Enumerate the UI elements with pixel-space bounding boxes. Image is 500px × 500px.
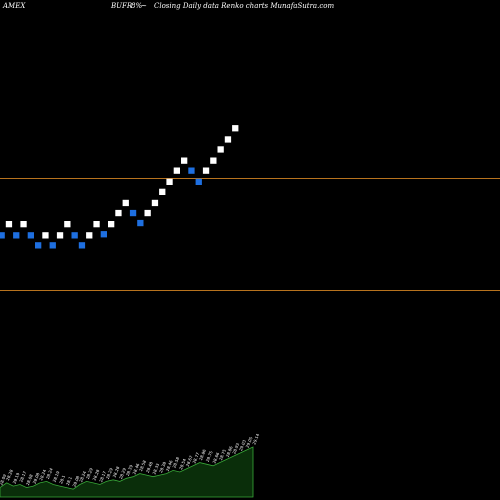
volume-label-8: 28.24 [45, 467, 54, 480]
renko-brick-26 [181, 157, 188, 164]
renko-brick-14 [93, 221, 100, 228]
renko-brick-1 [0, 232, 5, 239]
change-label: 8% [131, 2, 143, 10]
volume-label-29: 28.67 [185, 454, 194, 467]
volume-label-5: 28.08 [25, 473, 34, 486]
chart-description: Closing Daily data Renko charts MunafaSu… [154, 2, 335, 10]
volume-label-31: 28.86 [198, 448, 207, 461]
renko-brick-31 [217, 146, 224, 153]
renko-brick-8 [49, 242, 56, 249]
volume-label-12: 28.08 [71, 475, 80, 488]
volume-label-28: 28.54 [178, 457, 187, 470]
volume-label-35: 28.86 [225, 445, 234, 458]
volume-label-25: 28.38 [158, 461, 167, 474]
volume-label-36: 28.93 [231, 442, 240, 455]
volume-label-2: 28.28 [5, 468, 14, 481]
renko-brick-12 [78, 242, 86, 249]
renko-brick-4 [20, 221, 27, 228]
renko-brick-16 [108, 221, 115, 228]
renko-brick-28 [195, 178, 202, 185]
renko-brick-20 [137, 219, 144, 227]
volume-label-1: 28.09 [0, 473, 7, 486]
volume-label-34: 28.75 [218, 448, 227, 461]
volume-label-37: 29.03 [238, 439, 247, 452]
exchange-label: AMEX [3, 2, 26, 10]
renko-brick-5 [27, 232, 34, 239]
volume-label-7: 28.24 [38, 468, 47, 481]
volume-label-33: 28.66 [211, 451, 220, 464]
renko-brick-27 [188, 167, 195, 174]
renko-brick-13 [86, 232, 93, 239]
renko-brick-18 [122, 199, 129, 207]
volume-label-3: 28.19 [12, 472, 21, 485]
volume-label-26: 28.46 [165, 459, 174, 472]
volume-label-39: 29.14 [251, 432, 260, 445]
volume-label-23: 28.48 [145, 461, 154, 474]
volume-label-38: 29.05 [245, 436, 254, 449]
volume-label-16: 28.17 [98, 470, 107, 483]
renko-brick-19 [129, 209, 137, 217]
volume-label-15: 28.28 [91, 468, 100, 481]
renko-brick-3 [13, 232, 20, 239]
renko-brick-25 [173, 167, 180, 174]
renko-brick-7 [42, 232, 49, 239]
renko-brick-22 [151, 199, 159, 207]
renko-brick-9 [56, 232, 64, 239]
renko-brick-17 [115, 209, 122, 217]
volume-label-32: 28.75 [205, 450, 214, 463]
volume-label-10: 28.1 [58, 474, 66, 485]
renko-brick-33 [232, 125, 239, 132]
volume-label-18: 28.28 [111, 465, 120, 478]
volume-label-22: 28.58 [138, 459, 147, 472]
renko-brick-2 [5, 221, 13, 228]
renko-brick-15 [100, 231, 107, 238]
trend-arrow-label: ~ [141, 2, 147, 10]
volume-area [0, 446, 254, 498]
renko-brick-10 [64, 221, 71, 228]
volume-label-21: 28.46 [131, 462, 140, 475]
renko-brick-6 [35, 242, 42, 249]
volume-label-9: 28.19 [52, 470, 61, 483]
volume-label-20: 28.39 [125, 464, 134, 477]
volume-label-30: 28.77 [191, 451, 200, 464]
volume-label-14: 28.29 [85, 467, 94, 480]
volume-label-24: 28.33 [151, 462, 160, 475]
volume-label-19: 28.29 [118, 467, 127, 480]
symbol-label: BUFR [111, 2, 133, 10]
volume-label-27: 28.58 [171, 456, 180, 469]
renko-brick-21 [144, 209, 151, 217]
renko-brick-29 [202, 167, 210, 174]
renko-brick-30 [210, 157, 217, 164]
renko-brick-32 [224, 136, 232, 143]
volume-label-13: 28.24 [78, 470, 87, 483]
renko-brick-23 [159, 188, 166, 195]
volume-label-6: 28.08 [32, 472, 41, 485]
volume-label-4: 28.17 [18, 470, 27, 483]
renko-brick-11 [71, 232, 78, 239]
volume-label-17: 28.29 [105, 467, 114, 480]
volume-label-11: 28.1 [65, 475, 73, 486]
renko-brick-24 [166, 178, 173, 185]
